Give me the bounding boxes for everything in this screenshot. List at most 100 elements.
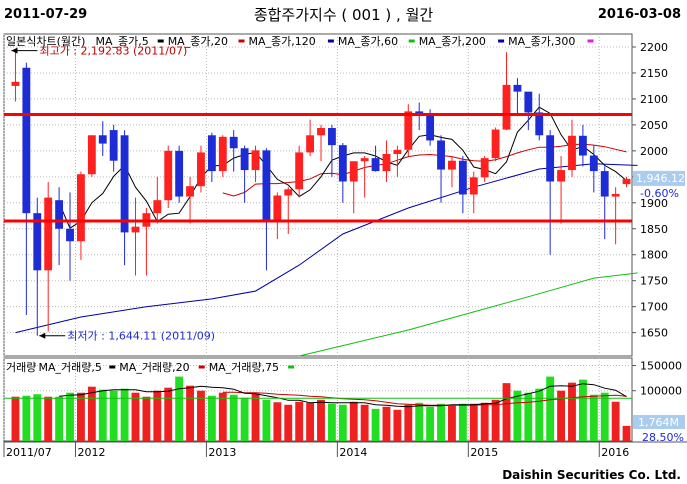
ma60-line <box>299 272 638 357</box>
volume-ma20-line <box>222 391 627 406</box>
volume-bar <box>229 394 238 441</box>
volume-bar <box>360 404 369 441</box>
volume-bar <box>404 404 413 441</box>
price-tick-label: 1900 <box>640 197 668 210</box>
x-tick-label: 2016 <box>601 446 629 459</box>
volume-bar <box>262 399 271 441</box>
current-volume-pct: 28.50% <box>642 431 684 444</box>
candle-body <box>197 152 205 187</box>
candle-body <box>349 161 358 182</box>
candle-body <box>175 150 184 197</box>
volume-bar <box>382 406 391 441</box>
volume-bar <box>164 387 173 441</box>
candle-body <box>33 213 42 271</box>
x-tick-label: 2012 <box>77 446 105 459</box>
candle-body <box>469 177 478 195</box>
x-tick-label: 2013 <box>208 446 236 459</box>
candle-body <box>393 149 402 154</box>
volume-bar <box>513 390 522 441</box>
volume-bar <box>284 404 293 441</box>
candle-body <box>55 200 64 229</box>
volume-bar <box>295 401 304 441</box>
candle-body <box>360 158 369 162</box>
price-tick-label: 1700 <box>640 301 668 314</box>
volume-bar <box>491 399 500 441</box>
volume-bar <box>120 388 129 441</box>
current-price-box <box>633 170 685 186</box>
price-legend-label: MA_종가,300 <box>508 35 575 48</box>
ma20-line <box>222 143 627 197</box>
volume-bar <box>502 383 511 441</box>
candle-body <box>229 136 238 149</box>
candle-body <box>218 136 227 172</box>
current-price-pct: -0.60% <box>640 187 679 200</box>
volume-bar <box>415 402 424 441</box>
volume-bar <box>207 395 216 441</box>
candle-body <box>284 189 293 196</box>
candle-body <box>87 135 96 175</box>
current-volume-label: 1,764M <box>638 416 679 429</box>
candle-body <box>98 135 107 144</box>
candle-body <box>306 135 315 153</box>
volume-bar <box>393 409 402 441</box>
candle-body <box>600 171 609 197</box>
volume-bar <box>175 376 184 441</box>
price-tick-label: 1850 <box>640 223 668 236</box>
volume-legend-title: 거래량 <box>6 361 36 374</box>
price-legend-title: 일본식차트(월간) <box>6 34 85 48</box>
candle-body <box>382 153 391 172</box>
x-tick-label: 2014 <box>339 446 367 459</box>
candle-body <box>568 135 576 171</box>
volume-bar <box>153 390 162 441</box>
volume-bar <box>327 403 336 441</box>
volume-bar <box>44 396 53 441</box>
candle-body <box>240 148 249 171</box>
price-legend-label: MA_종가,120 <box>249 35 316 48</box>
volume-legend-label: MA_거래량,20 <box>119 361 189 374</box>
price-tick-label: 1650 <box>640 327 668 340</box>
current-price-label: 1,946.12 <box>636 172 685 185</box>
candle-body <box>66 228 74 242</box>
volume-legend-label: MA_거래량,5 <box>39 361 102 374</box>
volume-bar <box>524 392 533 441</box>
price-tick-label: 2200 <box>640 41 668 54</box>
volume-bar <box>142 396 151 441</box>
candle-body <box>327 128 336 146</box>
volume-bar <box>33 394 42 441</box>
volume-bar <box>66 392 74 441</box>
volume-bar <box>11 396 20 441</box>
volume-bar <box>535 388 544 441</box>
candle-body <box>611 193 620 197</box>
volume-bar <box>589 394 598 441</box>
volume-bar <box>469 403 478 441</box>
price-legend-label: MA_종가,20 <box>168 35 228 48</box>
candle-body <box>491 129 500 159</box>
candle-body <box>546 135 555 182</box>
volume-bar <box>98 389 107 441</box>
candle-body <box>437 140 445 170</box>
candle-body <box>317 128 325 136</box>
volume-tick-label: 100000 <box>640 385 682 398</box>
volume-bar <box>600 392 609 441</box>
candle-body <box>371 158 380 172</box>
candle-body <box>448 160 456 170</box>
volume-ma5-line <box>59 383 627 408</box>
volume-bar <box>622 425 631 441</box>
volume-bar <box>578 379 587 441</box>
candle-body <box>131 226 140 233</box>
candle-body <box>524 91 533 113</box>
volume-bar <box>306 402 315 441</box>
high-annotation: 최고가 : 2,192.83 (2011/07) <box>39 45 187 58</box>
candle-body <box>404 111 413 150</box>
volume-bar <box>371 408 380 441</box>
candle-body <box>186 186 194 197</box>
volume-bar <box>349 401 358 441</box>
candle-body <box>164 150 173 201</box>
volume-bar <box>186 385 194 441</box>
candle-body <box>251 150 260 171</box>
volume-bar <box>546 376 555 441</box>
candle-body <box>153 200 162 214</box>
candle-body <box>513 84 522 92</box>
low-annotation: 최저가 : 1,644.11 (2011/09) <box>67 330 215 343</box>
volume-bar <box>338 404 347 441</box>
